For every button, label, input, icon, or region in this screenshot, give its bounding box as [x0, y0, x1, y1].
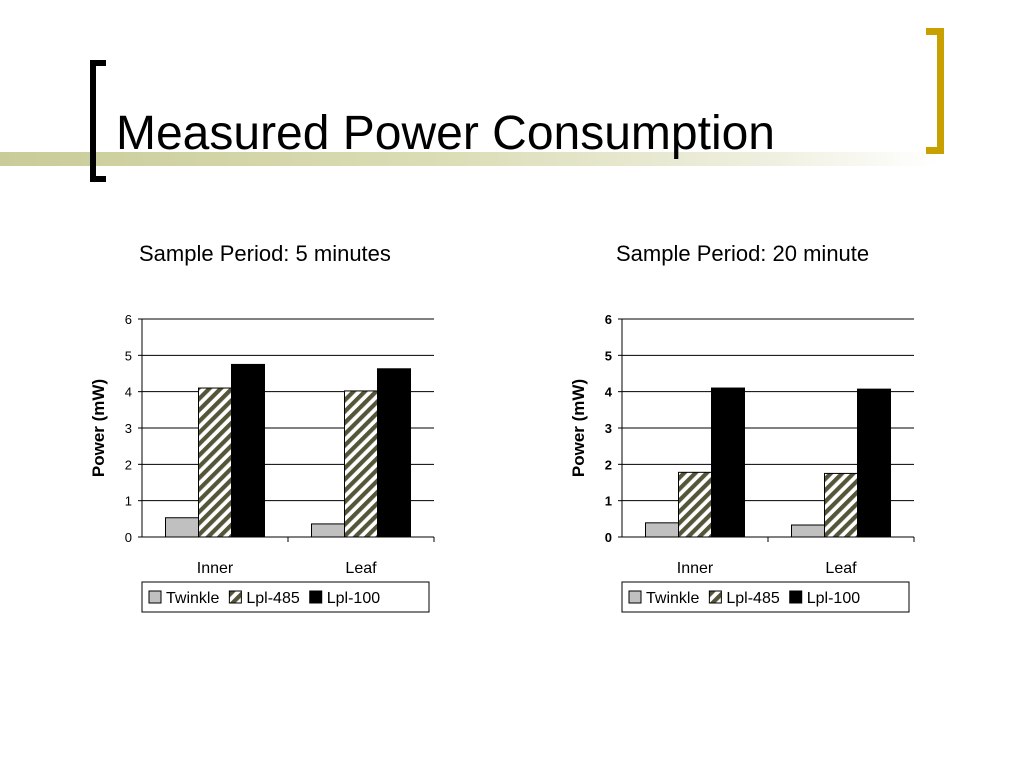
bar-lpl-485-leaf: [344, 390, 378, 538]
y-tick-label: 1: [605, 494, 612, 509]
chart-2-title: Sample Period: 20 minute: [616, 241, 870, 266]
legend-swatch: [148, 590, 162, 604]
bar-lpl-100-leaf: [857, 388, 891, 538]
x-category-label: Inner: [677, 560, 714, 577]
legend-swatch: [309, 590, 323, 604]
y-tick-label: 0: [605, 530, 612, 545]
y-tick-label: 6: [605, 312, 612, 327]
right-bracket-decoration: [926, 28, 944, 154]
legend: Twinkle Lpl-485 Lpl-100: [141, 581, 430, 613]
x-category-label: Leaf: [825, 560, 857, 577]
bar-lpl-485-inner: [678, 471, 712, 538]
bar-lpl-100-inner: [231, 363, 265, 538]
y-tick-label: 3: [605, 421, 612, 436]
y-tick-label: 5: [605, 348, 612, 363]
legend-label: Twinkle: [646, 590, 699, 607]
legend-label: Lpl-485: [246, 590, 299, 607]
y-tick-label: 0: [125, 530, 132, 545]
y-tick-label: 1: [125, 494, 132, 509]
bar-twinkle-inner: [645, 522, 679, 538]
x-category-label: Leaf: [345, 560, 377, 577]
bar-lpl-100-inner: [711, 387, 745, 538]
bar-twinkle-inner: [165, 517, 199, 538]
chart-20-minutes: 0 1 2 3 4 5 6 Power (mW) Inner Leaf Twinkle Lpl-485…: [569, 312, 915, 613]
left-bracket-decoration: [90, 60, 106, 182]
y-tick-label: 3: [125, 421, 132, 436]
y-tick-label: 4: [605, 385, 613, 400]
bar-lpl-485-inner: [198, 387, 232, 538]
chart-1-title: Sample Period: 5 minutes: [139, 241, 391, 266]
y-axis-label: Power (mW): [89, 379, 108, 477]
legend-label: Twinkle: [166, 590, 219, 607]
legend: Twinkle Lpl-485 Lpl-100: [621, 581, 910, 613]
legend-label: Lpl-100: [807, 590, 860, 607]
legend-label: Lpl-485: [726, 590, 779, 607]
y-axis-label: Power (mW): [569, 379, 588, 477]
y-tick-label: 6: [125, 312, 132, 327]
legend-swatch: [228, 590, 242, 604]
y-tick-label: 2: [125, 457, 132, 472]
y-tick-label: 5: [125, 348, 132, 363]
y-tick-label: 2: [605, 457, 612, 472]
bar-twinkle-leaf: [791, 524, 825, 538]
page-title: Measured Power Consumption: [116, 107, 775, 160]
title-underline-band: [0, 152, 940, 166]
legend-swatch: [628, 590, 642, 604]
bar-lpl-485-leaf: [824, 472, 858, 538]
chart-5-minutes: 0 1 2 3 4 5 6 Power (mW) Inner Leaf Twinkle Lpl-485…: [89, 312, 435, 613]
legend-swatch: [789, 590, 803, 604]
legend-swatch: [708, 590, 722, 604]
legend-label: Lpl-100: [327, 590, 380, 607]
bar-lpl-100-leaf: [377, 368, 411, 538]
x-category-label: Inner: [197, 560, 234, 577]
y-tick-label: 4: [125, 385, 132, 400]
bar-twinkle-leaf: [311, 523, 345, 538]
